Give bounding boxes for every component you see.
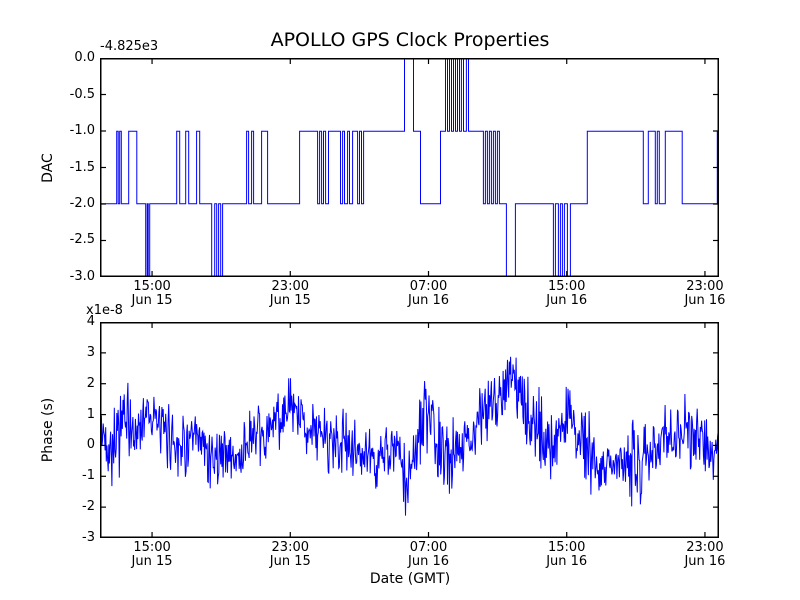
y-tick-label: 4 (86, 314, 95, 329)
x-tick-time-label: 23:00 (271, 279, 309, 294)
y-tick-label: -1.5 (69, 159, 95, 175)
dac-plot-area (100, 58, 719, 277)
y-tick-label: -3 (82, 530, 95, 545)
axes-frame (100, 322, 719, 538)
x-tick-date-label: Jun 15 (131, 293, 173, 308)
y-tick-label: -2 (82, 499, 95, 515)
x-tick-date-label: Jun 15 (269, 293, 311, 308)
dac-y-offset-text: -4.825e3 (100, 39, 159, 54)
dac-series-line (100, 58, 719, 277)
y-tick-label: 1 (86, 406, 95, 422)
phase-series-line (100, 356, 719, 516)
y-tick-label: 0 (86, 437, 95, 453)
axes-frame (100, 58, 719, 277)
x-tick-date-label: Jun 16 (684, 554, 726, 569)
x-tick-time-label: 23:00 (686, 279, 724, 294)
x-tick-date-label: Jun 16 (408, 293, 449, 308)
x-tick-date-label: Jun 16 (546, 554, 588, 569)
x-tick-time-label: 15:00 (547, 279, 586, 294)
x-tick-time-label: 23:00 (686, 540, 724, 555)
phase-y-offset-text: x1e-8 (86, 303, 123, 318)
x-tick-time-label: 07:00 (409, 279, 448, 294)
x-tick-time-label: 15:00 (547, 540, 586, 555)
x-tick-date-label: Jun 16 (408, 554, 449, 569)
x-tick-time-label: 23:00 (271, 540, 309, 555)
phase-plot-area (100, 322, 719, 538)
y-tick-label: -2.0 (69, 196, 95, 211)
x-tick-date-label: Jun 15 (131, 554, 173, 569)
y-tick-label: -0.5 (69, 86, 95, 102)
y-tick-label: -1 (82, 468, 95, 484)
x-tick-time-label: 15:00 (133, 279, 171, 294)
y-tick-label: -2.5 (69, 232, 95, 248)
x-axis-label: Date (GMT) (369, 571, 451, 587)
x-tick-date-label: Jun 15 (269, 554, 311, 569)
y-tick-label: -1.0 (69, 122, 95, 138)
y-tick-label: 0.0 (74, 50, 95, 65)
chart-title: APOLLO GPS Clock Properties (270, 29, 550, 51)
x-tick-time-label: 07:00 (409, 540, 448, 555)
y-tick-label: 3 (86, 344, 95, 360)
x-tick-time-label: 15:00 (133, 540, 171, 555)
dac-plot-svg (100, 58, 719, 277)
phase-plot-svg (100, 322, 719, 538)
y-tick-label: -3.0 (69, 269, 95, 284)
x-tick-date-label: Jun 16 (546, 293, 588, 308)
y-tick-label: 2 (86, 375, 95, 391)
x-tick-date-label: Jun 16 (684, 293, 726, 308)
